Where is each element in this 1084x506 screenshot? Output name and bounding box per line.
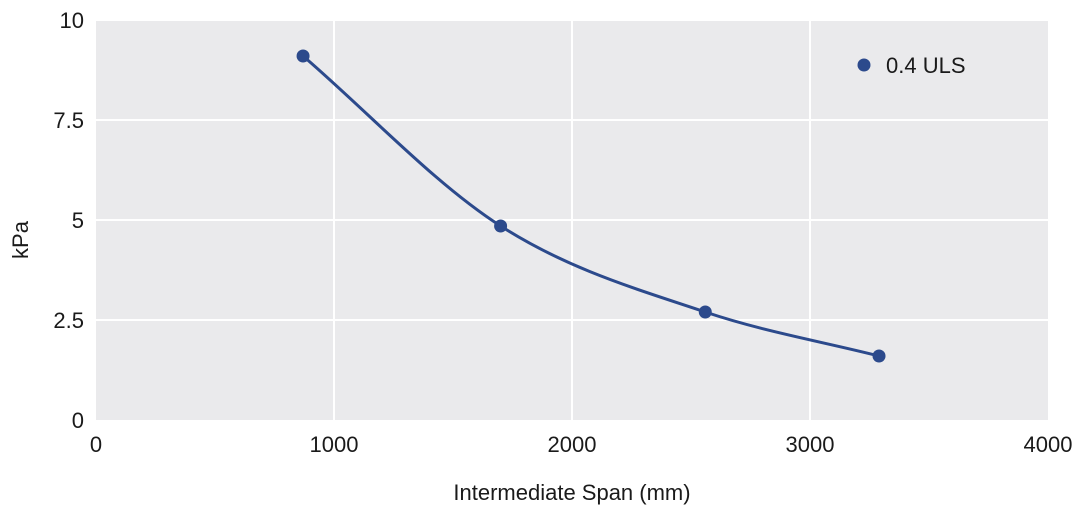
legend-marker [857, 58, 871, 72]
data-point [872, 349, 886, 363]
y-tick-label: 10 [60, 8, 84, 33]
x-tick-label: 1000 [310, 432, 359, 457]
legend-label: 0.4 ULS [886, 53, 966, 78]
x-tick-labels: 0 1000 2000 3000 4000 [90, 432, 1073, 457]
x-tick-label: 3000 [786, 432, 835, 457]
data-point [296, 49, 310, 63]
y-tick-label: 7.5 [53, 108, 84, 133]
data-point [698, 305, 712, 319]
y-tick-label: 5 [72, 208, 84, 233]
y-tick-labels: 0 2.5 5 7.5 10 [53, 8, 84, 433]
x-axis-title: Intermediate Span (mm) [453, 480, 690, 505]
x-tick-label: 2000 [548, 432, 597, 457]
series-layer [296, 49, 886, 363]
data-point [494, 219, 508, 233]
y-axis-title: kPa [8, 220, 33, 259]
series-line [301, 54, 881, 358]
x-tick-label: 4000 [1024, 432, 1073, 457]
x-tick-label: 0 [90, 432, 102, 457]
y-tick-label: 0 [72, 408, 84, 433]
y-tick-label: 2.5 [53, 308, 84, 333]
legend: 0.4 ULS [857, 53, 966, 78]
grid [96, 19, 1048, 420]
